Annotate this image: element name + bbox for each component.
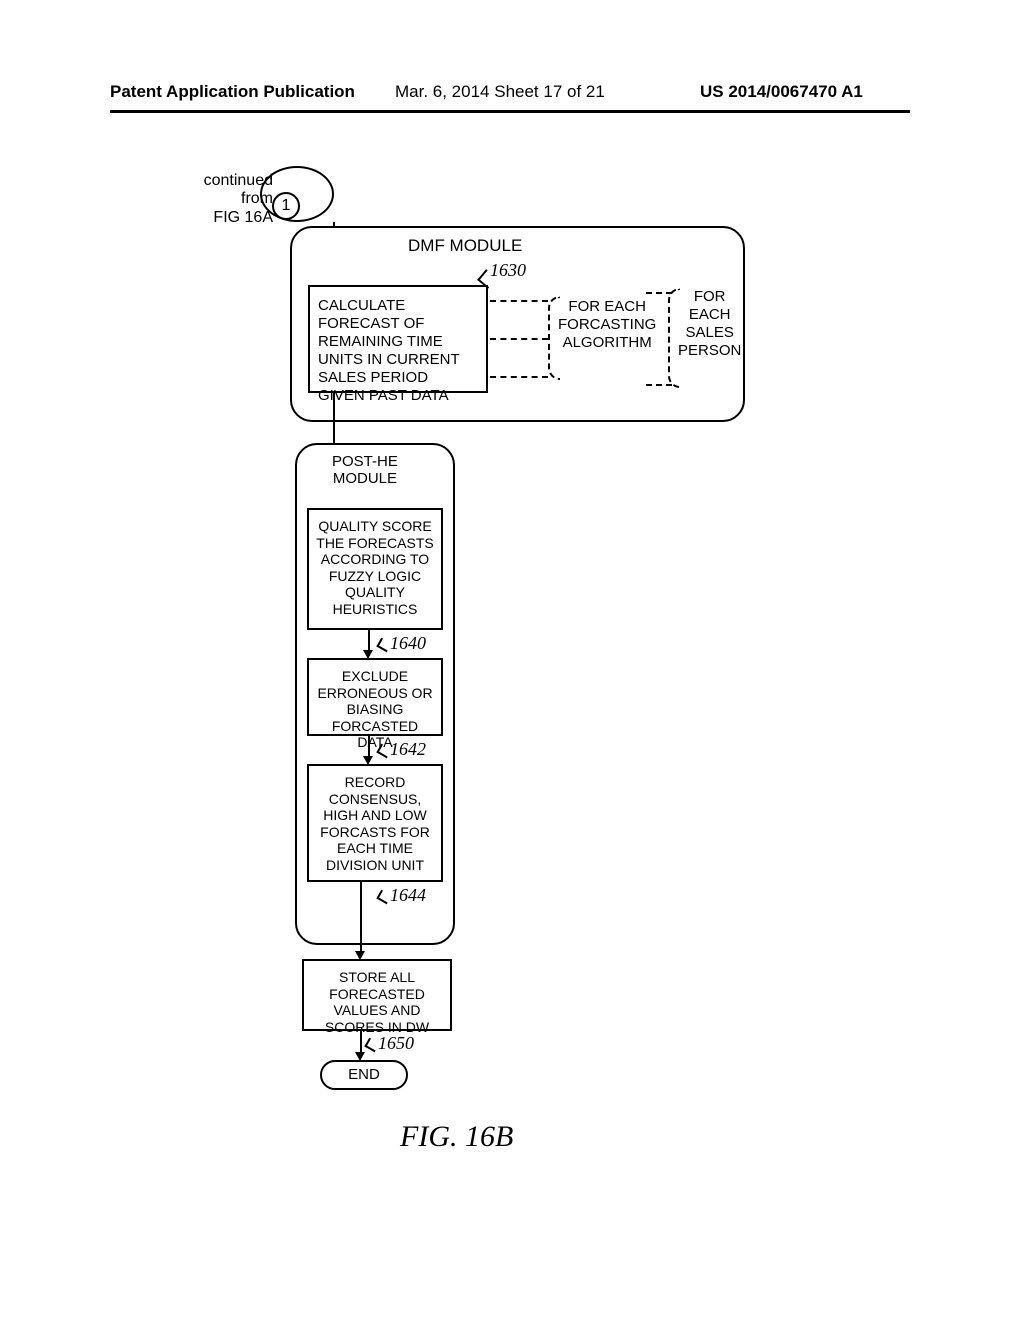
posthe-module-title: POST-HE MODULE	[332, 453, 398, 488]
patent-figure-page: Patent Application Publication Mar. 6, 2…	[0, 0, 1024, 1320]
dashed-line	[490, 300, 548, 302]
step-1630-ref: 1630	[490, 260, 526, 281]
header-right: US 2014/0067470 A1	[700, 82, 863, 102]
arrow-line	[360, 882, 362, 957]
header-left: Patent Application Publication	[110, 82, 355, 102]
step-1650-box: STORE ALL FORECASTED VALUES AND SCORES I…	[302, 959, 452, 1031]
step-1640-ref: 1640	[390, 633, 426, 654]
header-rule	[110, 110, 910, 113]
dashed-line	[646, 384, 672, 386]
foreach-algorithm-label: FOR EACH FORCASTING ALGORITHM	[558, 298, 656, 352]
dashed-line	[490, 376, 548, 378]
figure-label: FIG. 16B	[400, 1120, 513, 1154]
step-1642-ref: 1642	[390, 739, 426, 760]
dashed-line	[646, 292, 672, 294]
dmf-module-title: DMF MODULE	[408, 236, 522, 256]
step-1642-box: EXCLUDE ERRONEOUS OR BIASING FORCASTED D…	[307, 658, 443, 736]
foreach-salesperson-label: FOR EACH SALES PERSON	[678, 288, 741, 360]
end-terminator: END	[320, 1060, 408, 1090]
step-1630-box: CALCULATE FORECAST OF REMAINING TIME UNI…	[308, 285, 488, 393]
header-center: Mar. 6, 2014 Sheet 17 of 21	[395, 82, 605, 102]
step-1644-ref: 1644	[390, 885, 426, 906]
step-1640-box: QUALITY SCORE THE FORECASTS ACCORDING TO…	[307, 508, 443, 630]
step-1644-box: RECORD CONSENSUS, HIGH AND LOW FORCASTS …	[307, 764, 443, 882]
connector-circle: 1	[272, 192, 300, 220]
dashed-line	[490, 338, 548, 340]
step-1650-ref: 1650	[378, 1033, 414, 1054]
